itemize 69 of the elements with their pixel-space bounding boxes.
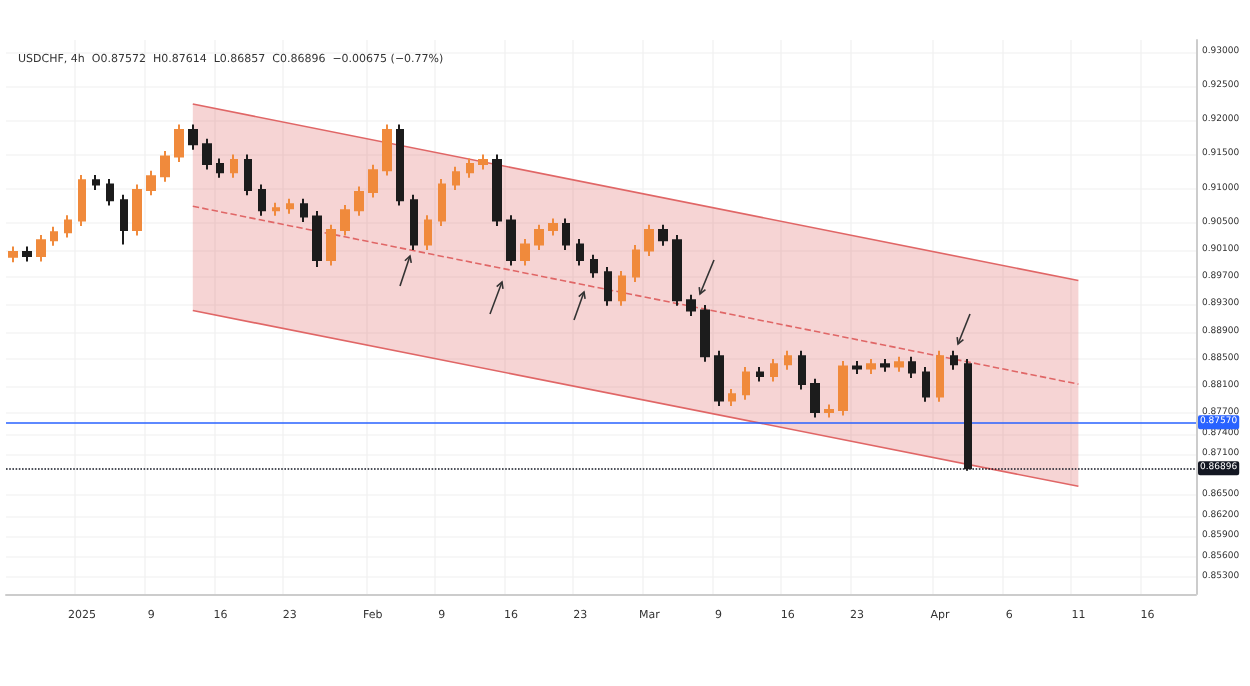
candlestick [160, 150, 170, 183]
candlestick [728, 387, 736, 407]
candlestick [120, 193, 128, 246]
candlestick [908, 355, 916, 379]
candlestick [686, 293, 696, 317]
candlestick [452, 165, 460, 191]
candlestick [548, 217, 558, 237]
candlestick [520, 237, 530, 267]
candlestick [22, 245, 32, 263]
candlestick [658, 223, 668, 247]
candlestick [272, 201, 280, 217]
candlestick [410, 193, 418, 251]
candlestick [132, 183, 142, 237]
candlestick [784, 349, 792, 371]
candlestick [300, 197, 308, 223]
candlestick [382, 123, 392, 177]
candlestick [936, 349, 944, 403]
candlestick [492, 153, 502, 228]
candlestick [286, 197, 294, 215]
candlestick [188, 123, 198, 151]
candlestick [106, 178, 114, 207]
candlestick [824, 403, 834, 419]
candlestick [216, 157, 224, 179]
candlestick [64, 214, 72, 239]
candlestick [258, 183, 266, 217]
candlestick [8, 245, 18, 264]
candlestick [326, 223, 336, 267]
candlestick [230, 153, 238, 179]
candlestick [838, 359, 848, 417]
candlestick [700, 304, 710, 363]
candlestick [866, 357, 876, 375]
candlestick [950, 349, 958, 371]
candlestick [632, 244, 640, 283]
candlestick [146, 169, 156, 197]
candlestick [354, 185, 364, 217]
candlestick [396, 123, 404, 207]
candlestick [312, 210, 322, 268]
candlestick [424, 214, 432, 251]
candlestick [202, 137, 212, 171]
candlestick [852, 359, 862, 375]
candlestick [438, 178, 446, 228]
candlestick [798, 349, 806, 391]
candlestick [880, 357, 890, 373]
candlestick [894, 355, 904, 373]
candlestick [618, 270, 626, 307]
candlestick [770, 357, 778, 383]
candlestick [644, 223, 654, 258]
candlestick [478, 153, 488, 171]
candlestick [576, 237, 584, 267]
candlestick [590, 253, 598, 279]
candlestick [78, 173, 86, 228]
candlestick [742, 366, 750, 401]
candlestick [562, 217, 570, 251]
candlestick [92, 173, 100, 191]
candlestick [368, 163, 378, 199]
candlestick [672, 233, 682, 307]
candlestick [466, 157, 474, 179]
candlestick [756, 366, 764, 383]
candlestick [714, 349, 724, 407]
candlestick [810, 377, 820, 419]
candlestick [534, 223, 544, 251]
candlestick [36, 233, 46, 263]
candlestick [922, 366, 930, 403]
candlestick [604, 265, 612, 307]
candlestick [50, 225, 58, 247]
candlestick [340, 203, 350, 237]
candlestick [244, 153, 252, 197]
candlestick [506, 214, 516, 267]
candlestick [174, 123, 184, 163]
